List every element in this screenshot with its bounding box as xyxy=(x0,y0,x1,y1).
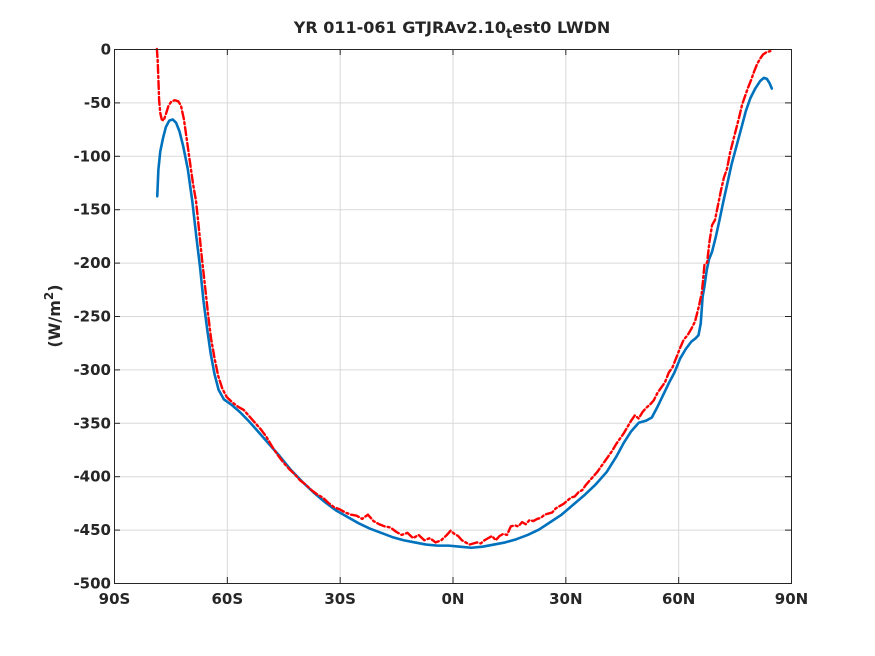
series-layer xyxy=(155,47,774,550)
y-tick-label-5: -250 xyxy=(73,308,111,326)
x-tick-label-3: 0N xyxy=(442,590,465,608)
x-tick-label-4: 30N xyxy=(549,590,582,608)
y-tick-label-6: -300 xyxy=(73,361,111,379)
x-tick-label-2: 30S xyxy=(324,590,356,608)
y-axis-label-superscript: 2 xyxy=(42,292,56,300)
chart-title-suffix: est0 LWDN xyxy=(512,18,610,37)
series-line-1 xyxy=(155,47,772,546)
y-axis-label: (W/m2) xyxy=(42,284,64,347)
x-tick-label-6: 90N xyxy=(775,590,808,608)
y-tick-label-3: -150 xyxy=(73,201,111,219)
y-axis-label-suffix: ) xyxy=(45,284,64,291)
y-tick-label-10: -500 xyxy=(73,575,111,593)
y-tick-label-9: -450 xyxy=(73,521,111,539)
series-line-0 xyxy=(155,76,774,550)
x-tick-label-5: 60N xyxy=(662,590,695,608)
chart-title-prefix: YR 011-061 GTJRAv2.10 xyxy=(293,18,506,37)
y-tick-label-8: -400 xyxy=(73,468,111,486)
tick-layer: 90S 60S 30S 0N 30N 60N 90N 0 -50 -100 -150 -200 -250… xyxy=(73,41,808,609)
y-tick-label-1: -50 xyxy=(84,94,111,112)
y-tick-label-2: -100 xyxy=(73,147,111,165)
y-tick-label-0: 0 xyxy=(101,41,111,59)
y-tick-label-4: -200 xyxy=(73,254,111,272)
y-axis-label-prefix: (W/m xyxy=(45,300,64,347)
y-tick-label-7: -350 xyxy=(73,414,111,432)
chart-title: YR 011-061 GTJRAv2.10test0 LWDN xyxy=(293,18,610,42)
x-tick-label-1: 60S xyxy=(211,590,243,608)
chart-title-subscript: t xyxy=(506,27,512,42)
x-tick-label-0: 90S xyxy=(99,590,131,608)
